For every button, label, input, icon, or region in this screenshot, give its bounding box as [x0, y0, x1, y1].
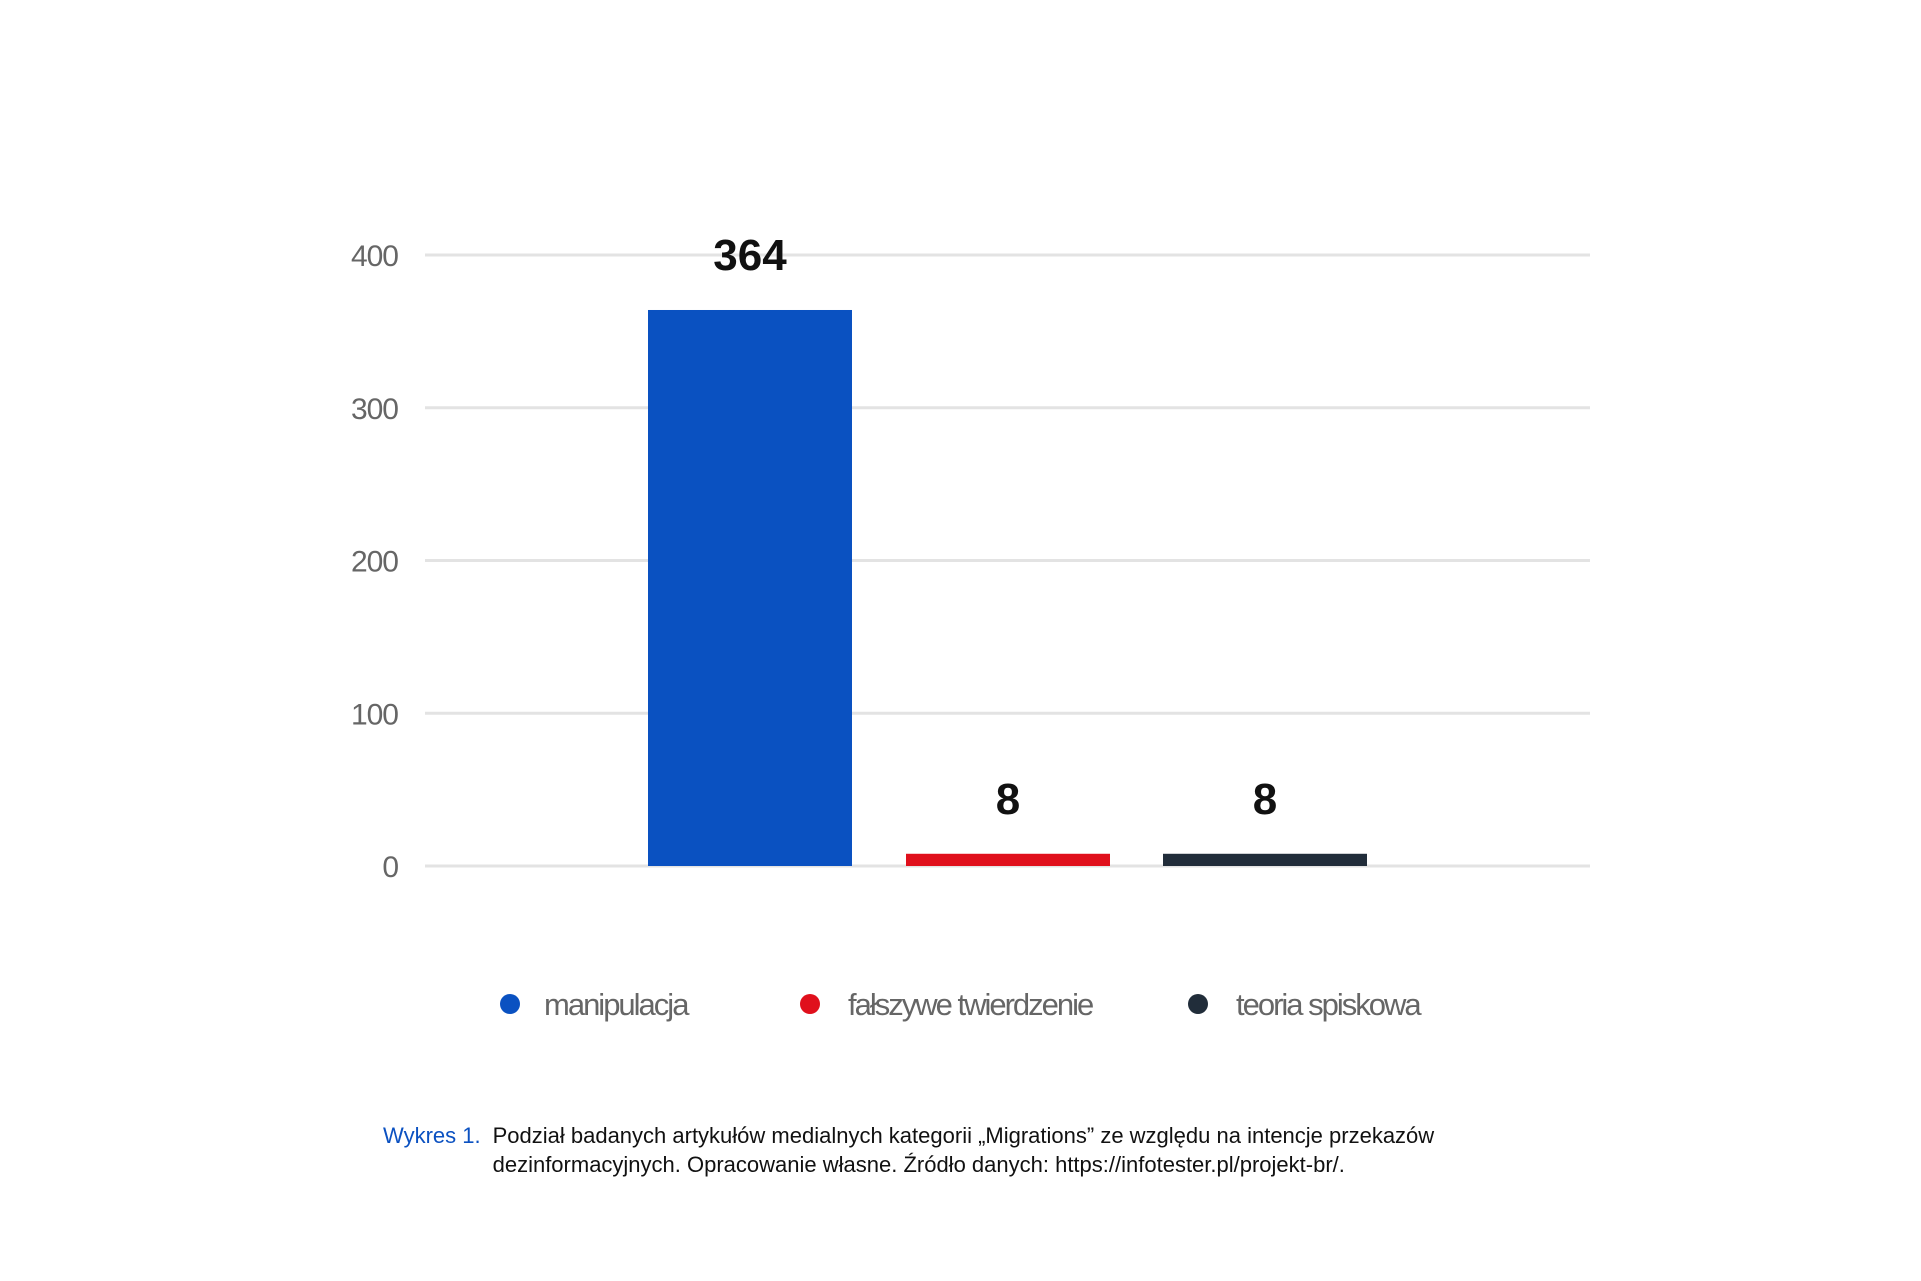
gridlines: [425, 253, 1590, 868]
data-label: 8: [996, 775, 1020, 824]
caption-text: Podział badanych artykułów medialnych ka…: [492, 1123, 1435, 1177]
data-label: 364: [713, 231, 787, 280]
data-labels: 364 8 8: [713, 231, 1277, 824]
caption-prefix: Wykres 1.: [383, 1123, 481, 1148]
legend-marker-icon: [500, 994, 520, 1014]
legend: manipulacja fałszywe twierdzenie teoria sp…: [500, 987, 1424, 1022]
legend-label: fałszywe twierdzenie: [848, 987, 1093, 1022]
bar: [1163, 853, 1367, 866]
y-tick-label: 0: [382, 851, 398, 884]
bar: [906, 853, 1110, 866]
y-tick-label: 100: [351, 698, 398, 731]
y-tick-label: 400: [351, 240, 398, 273]
y-tick-label: 200: [351, 546, 398, 579]
data-label: 8: [1253, 775, 1277, 824]
bar: [648, 309, 852, 866]
y-axis-ticks: 0 100 200 300 400: [351, 240, 399, 884]
legend-label: teoria spiskowa: [1236, 987, 1422, 1022]
y-tick-label: 300: [351, 393, 398, 426]
bars: [648, 309, 1367, 866]
legend-label: manipulacja: [544, 987, 690, 1022]
legend-marker-icon: [1188, 994, 1208, 1014]
figure-caption: Wykres 1. Podział badanych artykułów med…: [383, 1121, 1563, 1179]
legend-marker-icon: [800, 994, 820, 1014]
